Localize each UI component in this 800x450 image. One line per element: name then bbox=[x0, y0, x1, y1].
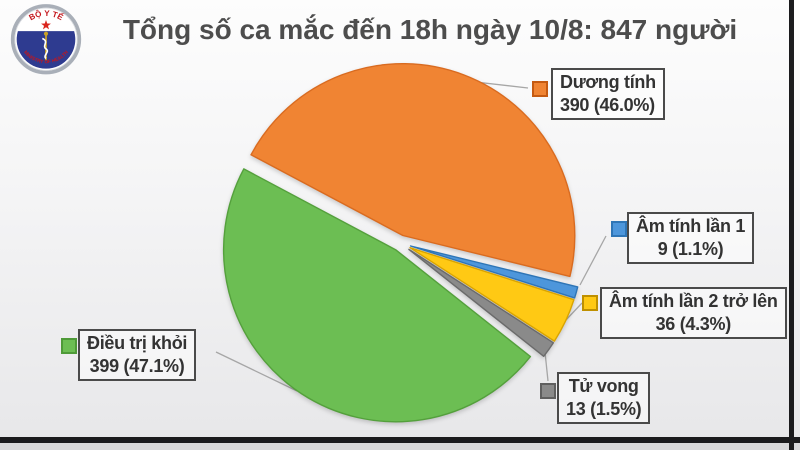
legend-value: 36 (4.3%) bbox=[655, 314, 732, 334]
legend-box-am-tinh-lan-2: Âm tính lần 2 trở lên 36 (4.3%) bbox=[600, 287, 787, 339]
legend-label: Tử vong bbox=[568, 376, 639, 396]
legend-marker-am-tinh-lan-1 bbox=[611, 221, 627, 237]
pie-slice-4 bbox=[408, 248, 555, 357]
legend-value: 9 (1.1%) bbox=[657, 239, 724, 259]
legend-marker-duong-tinh bbox=[532, 81, 548, 97]
legend-marker-dieu-tri-khoi bbox=[61, 338, 77, 354]
legend-box-am-tinh-lan-1: Âm tính lần 1 9 (1.1%) bbox=[627, 212, 755, 264]
red-star-icon bbox=[41, 20, 51, 30]
frame-bottom-edge bbox=[0, 437, 800, 443]
leader-line-3 bbox=[564, 302, 583, 322]
legend-marker-tu-vong bbox=[540, 383, 556, 399]
leader-line-4 bbox=[544, 351, 549, 382]
ministry-of-health-logo: BỘ Y TẾ MINISTRY OF HEALTH bbox=[10, 4, 82, 75]
legend-label: Điều trị khỏi bbox=[87, 333, 188, 353]
snake-icon bbox=[41, 37, 49, 60]
legend-label: Dương tính bbox=[560, 72, 656, 92]
pie-slice-5 bbox=[222, 168, 532, 423]
pie-slice-2 bbox=[409, 245, 579, 299]
legend-box-tu-vong: Tử vong 13 (1.5%) bbox=[557, 372, 651, 424]
frame-bottom-outer bbox=[0, 443, 800, 450]
pie-slices bbox=[222, 63, 579, 423]
chart-title: Tổng số ca mắc đến 18h ngày 10/8: 847 ng… bbox=[122, 14, 738, 45]
leader-line-2 bbox=[579, 235, 607, 286]
leader-line-5 bbox=[215, 351, 298, 392]
pie-slice-1 bbox=[250, 63, 576, 278]
pie-slice-3 bbox=[409, 247, 575, 342]
legend-box-dieu-tri-khoi: Điều trị khỏi 399 (47.1%) bbox=[78, 329, 197, 381]
legend-label: Âm tính lần 2 trở lên bbox=[609, 291, 778, 311]
frame-right-edge bbox=[789, 0, 794, 450]
legend-label: Âm tính lần 1 bbox=[636, 216, 746, 236]
legend-marker-am-tinh-lan-2 bbox=[582, 295, 598, 311]
legend-value: 390 (46.0%) bbox=[560, 95, 655, 115]
legend-box-duong-tinh: Dương tính 390 (46.0%) bbox=[551, 68, 665, 120]
legend-value: 399 (47.1%) bbox=[89, 356, 185, 376]
legend-value: 13 (1.5%) bbox=[566, 399, 642, 419]
logo-top-text: BỘ Y TẾ bbox=[27, 7, 65, 22]
